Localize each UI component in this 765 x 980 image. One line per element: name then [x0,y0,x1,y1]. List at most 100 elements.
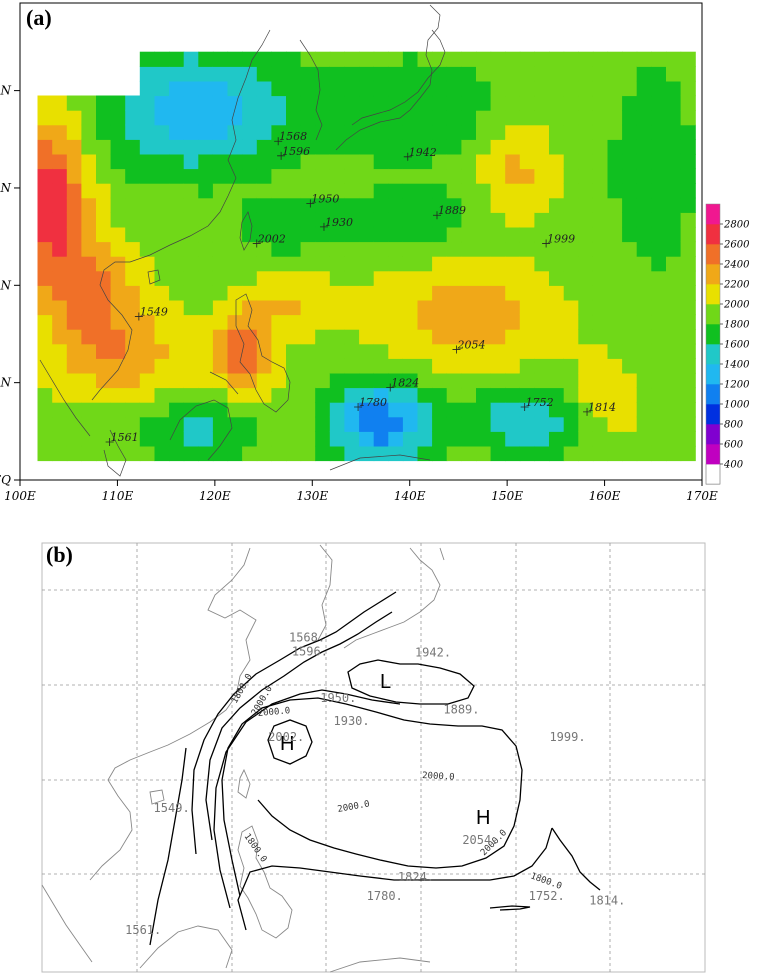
station-value: 1930 [325,216,353,229]
heatmap-cell [461,139,477,155]
heatmap-cell [154,110,170,126]
heatmap-cell [373,95,389,111]
heatmap-cell [388,212,404,228]
heatmap-cell [505,402,521,418]
heatmap-cell [636,416,652,432]
heatmap-cell [169,358,185,374]
heatmap-cell [636,95,652,111]
heatmap-cell [139,153,155,170]
heatmap-cell [212,402,229,418]
heatmap-cell [52,314,68,330]
heatmap-cell [315,51,331,67]
heatmap-cell [680,51,696,67]
station-value: 1568 [279,130,307,143]
heatmap-cell [680,431,696,447]
heatmap-cell [563,285,579,301]
heatmap-cell [286,387,302,403]
heatmap-cell [505,372,521,389]
coastlines-b [41,544,445,973]
heatmap-cell [198,445,214,462]
heatmap-cell [183,197,199,213]
heatmap-cell [549,153,565,170]
heatmap-cell [183,183,199,199]
heatmap-cell [534,270,550,286]
coast-malay-a [103,429,127,477]
heatmap-cell [622,416,638,432]
heatmap-cell [227,270,243,286]
heatmap-cell [476,95,492,111]
heatmap-cell [315,387,331,403]
heatmap-cell [476,226,492,243]
heatmap-cell [359,416,375,432]
high-center-label: H [476,807,490,829]
heatmap-cell [344,256,360,272]
heatmap-cell [666,241,682,257]
coast-korea-china-b [89,544,333,881]
colorbar-swatch [706,284,720,305]
heatmap-cell [534,387,550,403]
heatmap-cell [169,80,185,97]
heatmap-cell [519,51,535,67]
heatmap-cell [183,95,199,111]
heatmap-cell [680,343,696,359]
heatmap-cell [183,256,199,272]
heatmap-cell [636,372,652,389]
heatmap-cell [578,51,594,67]
heatmap-cell [446,343,462,359]
heatmap-cell [329,226,345,243]
heatmap-cell [286,66,302,82]
heatmap-cell [81,445,97,462]
heatmap-cell [359,431,375,447]
heatmap-cell [622,431,638,447]
heatmap-cell [490,431,506,447]
heatmap-cell [37,168,53,184]
coast-japan-b [343,547,445,649]
heatmap-cell [519,431,535,447]
heatmap-cell [359,80,375,97]
heatmap-cell [636,197,652,213]
heatmap-cell [256,358,272,374]
heatmap-cell [344,285,360,301]
heatmap-cell [417,168,433,184]
heatmap-cell [315,168,331,184]
heatmap-cell [198,329,214,345]
heatmap-cell [37,387,53,403]
heatmap-cell [183,343,199,359]
heatmap-cell [110,183,126,199]
heatmap-cell [169,124,185,140]
heatmap-cell [666,124,682,140]
heatmap-cell [402,241,419,257]
heatmap-cell [666,445,682,462]
heatmap-cell [212,445,229,462]
heatmap-cell [212,329,229,345]
heatmap-cell [198,80,214,97]
contour-2000-b [213,689,401,909]
heatmap-cell [549,270,565,286]
heatmap-cell [110,387,126,403]
heatmap-cell [417,329,433,345]
heatmap-cell [344,270,360,286]
heatmap-cell [534,124,550,140]
heatmap-cell [329,416,345,432]
heatmap-cell [549,241,565,257]
heatmap-cell [110,168,126,184]
heatmap-cell [37,358,53,374]
heatmap-cell [154,139,170,155]
heatmap-cell [549,256,565,272]
heatmap-cell [651,285,667,301]
heatmap-cell [286,139,302,155]
heatmap-cell [476,285,492,301]
heatmap-cell [607,95,623,111]
heatmap-cell [286,80,302,97]
heatmap-cell [651,299,667,316]
heatmap-cell [505,285,521,301]
heatmap-cell [490,445,506,462]
heatmap-cell [622,343,638,359]
heatmap-cell [198,66,214,82]
heatmap-cell [607,197,623,213]
heatmap-cell [329,256,345,272]
heatmap-cell [154,124,170,140]
heatmap-cell [446,270,462,286]
heatmap-cell [549,95,565,111]
station-marker [583,407,592,416]
